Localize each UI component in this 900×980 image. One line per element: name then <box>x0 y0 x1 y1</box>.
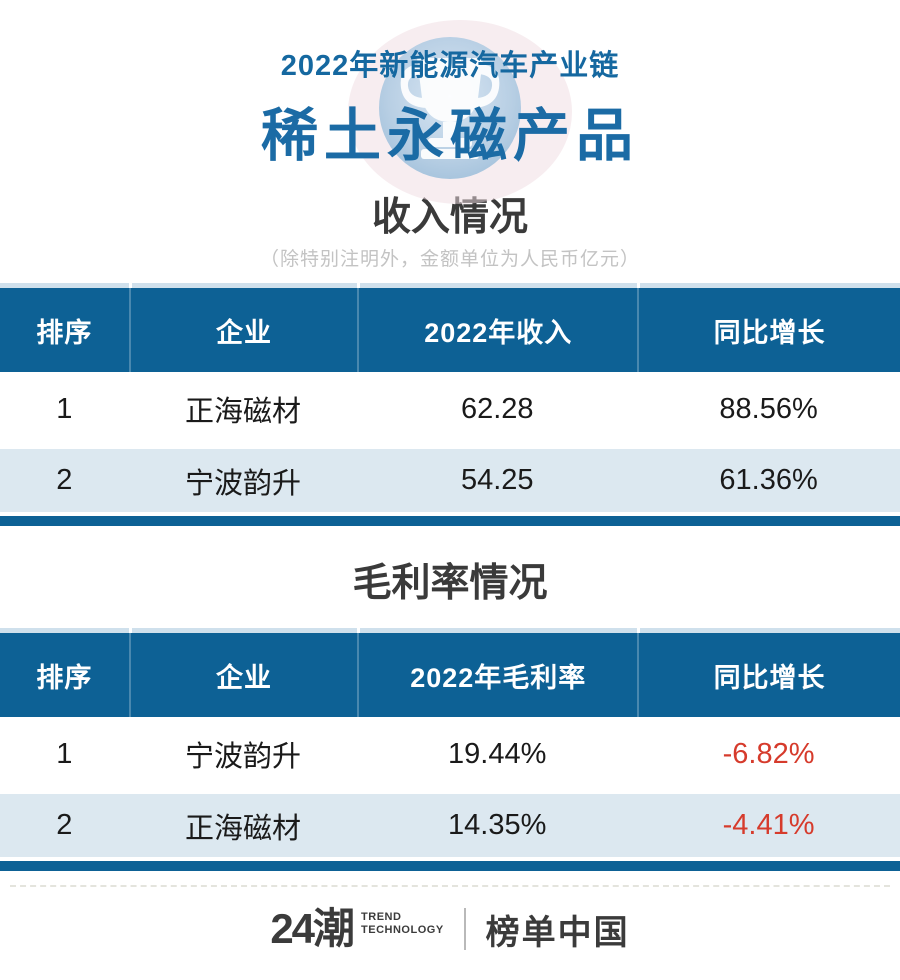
trophy-watermark <box>325 8 575 213</box>
revenue-table: 排序 企业 2022年收入 同比增长 1 正海磁材 62.28 88.56% 2… <box>0 283 900 526</box>
cell-growth: 61.36% <box>637 446 900 512</box>
cell-rank: 2 <box>0 791 129 857</box>
cell-rank: 1 <box>0 372 129 446</box>
cell-growth-negative: -4.41% <box>637 791 900 857</box>
table-top-strip <box>0 628 900 633</box>
cell-value: 14.35% <box>357 791 638 857</box>
cell-company: 正海磁材 <box>128 372 358 446</box>
col-header-rank: 排序 <box>0 288 129 372</box>
cell-growth-negative: -6.82% <box>637 717 900 791</box>
table-bottom-bar <box>0 857 900 871</box>
trend-label: TREND <box>361 911 402 923</box>
cell-value: 62.28 <box>357 372 638 446</box>
revenue-table-header: 排序 企业 2022年收入 同比增长 <box>0 288 900 372</box>
margin-table-header: 排序 企业 2022年毛利率 同比增长 <box>0 633 900 717</box>
cell-value: 54.25 <box>357 446 638 512</box>
table-row: 1 宁波韵升 19.44% -6.82% <box>0 717 900 791</box>
table-bottom-bar <box>0 512 900 526</box>
cell-growth: 88.56% <box>637 372 900 446</box>
cell-company: 宁波韵升 <box>128 446 358 512</box>
table-row: 2 宁波韵升 54.25 61.36% <box>0 446 900 512</box>
table-row: 2 正海磁材 14.35% -4.41% <box>0 791 900 857</box>
unit-note: （除特别注明外，金额单位为人民币亿元） <box>259 249 640 270</box>
col-header-growth: 同比增长 <box>637 288 900 372</box>
trend-technology-label: TREND TECHNOLOGY <box>361 911 444 937</box>
trophy-icon <box>348 20 572 204</box>
col-header-company: 企业 <box>128 288 358 372</box>
cell-rank: 1 <box>0 717 129 791</box>
col-header-company: 企业 <box>128 633 358 717</box>
footer: 24潮 TREND TECHNOLOGY 榜单中国 <box>10 885 890 955</box>
page-title: 稀土永磁产品 <box>261 104 639 168</box>
cell-company: 宁波韵升 <box>128 717 358 791</box>
footer-logo-row: 24潮 TREND TECHNOLOGY 榜单中国 <box>10 903 890 955</box>
logo-divider <box>463 908 466 950</box>
table-row: 1 正海磁材 62.28 88.56% <box>0 372 900 446</box>
24trend-logo: 24潮 <box>270 905 355 952</box>
col-header-growth: 同比增长 <box>637 633 900 717</box>
margin-table: 排序 企业 2022年毛利率 同比增长 1 宁波韵升 19.44% -6.82%… <box>0 628 900 871</box>
technology-label: TECHNOLOGY <box>361 924 444 936</box>
cell-value: 19.44% <box>357 717 638 791</box>
col-header-value: 2022年收入 <box>357 288 638 372</box>
header: 2022年新能源汽车产业链 稀土永磁产品 <box>0 0 900 204</box>
industry-chain-subtitle: 2022年新能源汽车产业链 <box>280 50 620 82</box>
bangdan-china-logo: 榜单中国 <box>485 913 630 952</box>
col-header-rank: 排序 <box>0 633 129 717</box>
cell-company: 正海磁材 <box>128 791 358 857</box>
cell-rank: 2 <box>0 446 129 512</box>
table-top-strip <box>0 283 900 288</box>
margin-section-title: 毛利率情况 <box>352 562 548 605</box>
col-header-value: 2022年毛利率 <box>357 633 638 717</box>
